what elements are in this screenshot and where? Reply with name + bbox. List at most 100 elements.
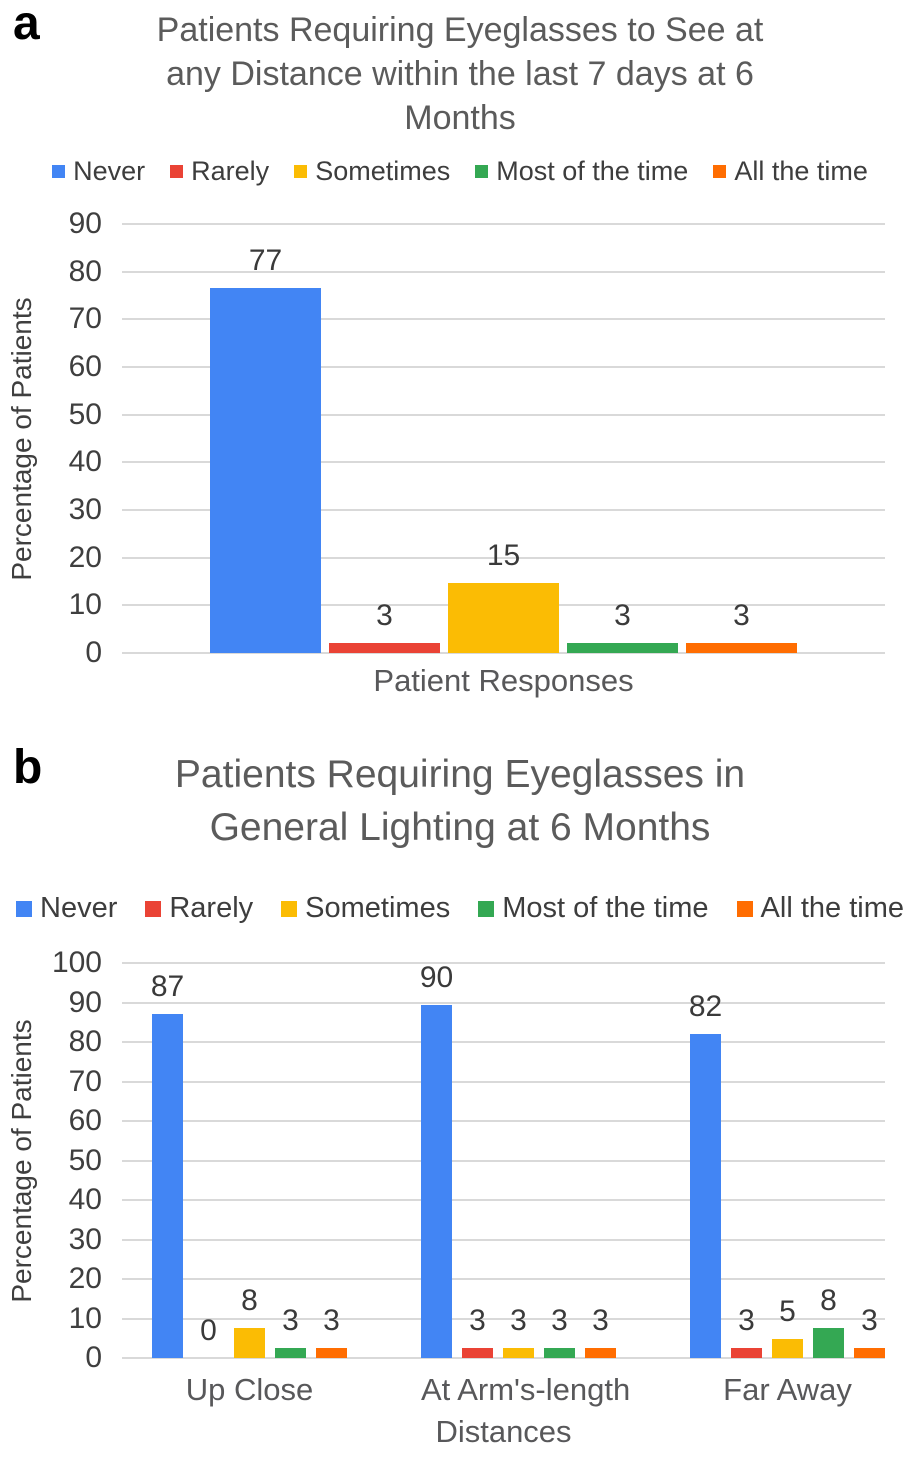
- bar-never: [421, 1005, 452, 1358]
- bar-value-label: 0: [200, 1314, 217, 1347]
- bar-rarely: [329, 643, 440, 653]
- bar-sometimes: [503, 1348, 534, 1358]
- x-category-label: Up Close: [185, 1372, 314, 1407]
- y-axis-title: Percentage of Patients: [6, 296, 37, 581]
- legend-swatch-most-of-the-time-icon: [475, 165, 489, 178]
- bar-slot: 3: [503, 963, 534, 1358]
- y-tick-label: 100: [51, 946, 102, 979]
- bar-rarely: [731, 1348, 762, 1358]
- y-tick-label: 30: [68, 1222, 102, 1256]
- y-axis-title-column: Percentage of Patients: [0, 224, 44, 653]
- gridline: [122, 318, 885, 321]
- bar-slot: 3: [462, 963, 493, 1358]
- legend-item-most-of-the-time: Most of the time: [478, 892, 709, 925]
- legend-item-all-the-time: All the time: [736, 892, 904, 925]
- chart-title-line: Patients Requiring Eyeglasses to See at: [156, 11, 764, 49]
- gridline: [122, 509, 885, 512]
- legend-label: Never: [73, 156, 146, 186]
- legend-item-most-of-the-time: Most of the time: [475, 156, 688, 187]
- legend-label: Sometimes: [315, 156, 451, 186]
- gridline: [122, 1357, 885, 1359]
- chart-legend: Never Rarely Sometimes Most of the time All …: [0, 156, 920, 187]
- chart-title-line: any Distance within the last 7 days at 6: [166, 55, 754, 93]
- bar-value-label: 3: [592, 1304, 609, 1338]
- chart-area-b: Percentage of Patients 0 10 20 30 40 50 60 70 80…: [0, 948, 920, 1373]
- bar-slot: 3: [329, 224, 440, 653]
- bars: 77 3 15 3 3: [122, 224, 885, 653]
- bar-most-of-the-time: [567, 643, 678, 653]
- bar-value-label: 3: [323, 1304, 340, 1338]
- legend-swatch-never-icon: [16, 900, 32, 917]
- bar-value-label: 3: [469, 1304, 486, 1338]
- gridline: [122, 1159, 885, 1162]
- legend-label: Most of the time: [502, 892, 709, 924]
- bar-slot: 8: [813, 963, 844, 1358]
- bar-value-label: 8: [820, 1283, 837, 1317]
- bar-sometimes: [234, 1327, 265, 1358]
- x-axis-title: Patient Responses: [373, 663, 634, 698]
- chart-title-line: General Lighting at 6 Months: [209, 806, 711, 849]
- y-axis-ticks: 0 10 20 30 40 50 60 70 80 90: [44, 209, 122, 668]
- bar-value-label: 8: [241, 1283, 258, 1317]
- panel-a: a Patients Requiring Eyeglasses to See a…: [0, 0, 920, 699]
- bar-sometimes: [448, 582, 559, 653]
- gridline: [122, 461, 885, 464]
- gridline: [122, 556, 885, 559]
- bar-slot: 90: [419, 961, 454, 1358]
- bar-value-label: 3: [733, 599, 750, 633]
- bar-value-label: 15: [486, 538, 521, 572]
- bar-never: [152, 1014, 183, 1358]
- y-tick-label: 60: [68, 1104, 102, 1137]
- bar-slot: 0: [193, 963, 224, 1358]
- bar-slot: 3: [544, 963, 575, 1358]
- bar-rarely: [462, 1348, 493, 1358]
- y-tick-label: 0: [85, 1341, 102, 1374]
- y-tick-label: 80: [68, 1025, 102, 1058]
- legend-label: All the time: [734, 156, 868, 186]
- bar-value-label: 90: [419, 961, 454, 994]
- chart-title-b: Patients Requiring Eyeglasses in General…: [0, 744, 920, 854]
- gridline: [122, 413, 885, 416]
- bar-most-of-the-time: [275, 1348, 306, 1358]
- legend-swatch-rarely-icon: [170, 165, 184, 178]
- y-tick-label: 80: [68, 254, 102, 288]
- y-tick-label: 10: [68, 1301, 102, 1335]
- plot-area: 87 0 8 3 3 90 3 3 3 3 82 3 5 8 3: [122, 961, 885, 1359]
- legend-swatch-rarely-icon: [145, 900, 162, 917]
- gridline: [122, 1080, 885, 1083]
- bar-slot: 3: [567, 224, 678, 653]
- bar-all-the-time: [686, 643, 797, 653]
- gridline: [122, 1199, 885, 1201]
- legend-label: Never: [40, 892, 118, 924]
- legend-item-never: Never: [16, 892, 117, 925]
- bar-value-label: 3: [614, 599, 631, 633]
- bar-never: [210, 288, 321, 653]
- x-category-label: At Arm's-length: [421, 1372, 631, 1407]
- y-tick-label: 90: [68, 985, 102, 1019]
- plot-area: 77 3 15 3 3: [122, 223, 885, 654]
- chart-area-a: Percentage of Patients 0 10 20 30 40 50 60 70 80…: [0, 209, 920, 668]
- bar-never: [690, 1034, 721, 1358]
- bar-group: 77 3 15 3 3: [210, 224, 797, 653]
- legend-swatch-most-of-the-time-icon: [478, 900, 495, 917]
- legend-swatch-sometimes-icon: [294, 165, 308, 178]
- chart-legend: Never Rarely Sometimes Most of the time All …: [0, 892, 920, 925]
- legend-label: Most of the time: [496, 156, 689, 186]
- bar-slot: 3: [585, 963, 616, 1358]
- bar-slot: 8: [234, 963, 265, 1358]
- x-category-labels: Up Close At Arm's-length Far Away: [122, 1372, 915, 1408]
- bar-value-label: 3: [376, 599, 393, 633]
- bar-all-the-time: [585, 1348, 616, 1358]
- bar-group: 90 3 3 3 3: [419, 961, 616, 1358]
- bar-slot: 3: [275, 963, 306, 1358]
- y-tick-label: 20: [68, 1262, 102, 1295]
- bar-all-the-time: [316, 1348, 347, 1358]
- bar-slot: 5: [772, 963, 803, 1358]
- y-axis-ticks: 0 10 20 30 40 50 60 70 80 90 100: [44, 948, 122, 1373]
- gridline: [122, 1041, 885, 1043]
- bar-group: 87 0 8 3 3: [151, 963, 347, 1358]
- gridline: [122, 1001, 885, 1004]
- legend-item-sometimes: Sometimes: [281, 892, 450, 925]
- gridline: [122, 1317, 885, 1320]
- chart-title-a: Patients Requiring Eyeglasses to See at …: [25, 0, 895, 140]
